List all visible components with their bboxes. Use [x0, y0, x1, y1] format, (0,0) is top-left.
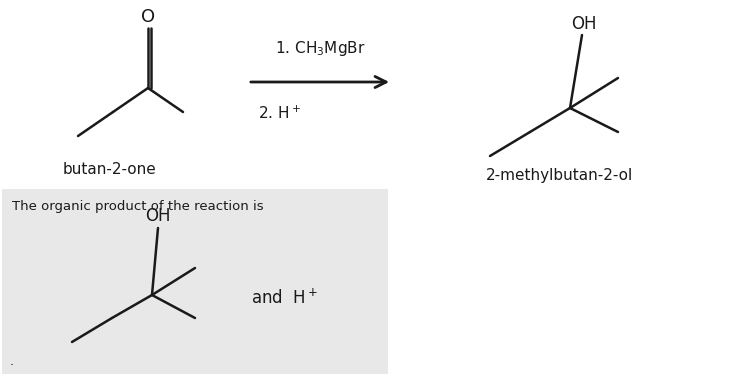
FancyBboxPatch shape — [2, 189, 388, 374]
Text: and  H$^+$: and H$^+$ — [251, 288, 318, 308]
Text: butan-2-one: butan-2-one — [63, 162, 157, 177]
Text: The organic product of the reaction is: The organic product of the reaction is — [12, 200, 264, 213]
Text: .: . — [10, 355, 14, 368]
Text: 1. CH$_3$MgBr: 1. CH$_3$MgBr — [275, 39, 366, 58]
Text: 2. H$^+$: 2. H$^+$ — [258, 105, 301, 122]
Text: 2-methylbutan-2-ol: 2-methylbutan-2-ol — [486, 168, 634, 183]
Text: OH: OH — [571, 15, 597, 33]
Text: O: O — [141, 8, 155, 26]
Text: OH: OH — [145, 207, 171, 225]
